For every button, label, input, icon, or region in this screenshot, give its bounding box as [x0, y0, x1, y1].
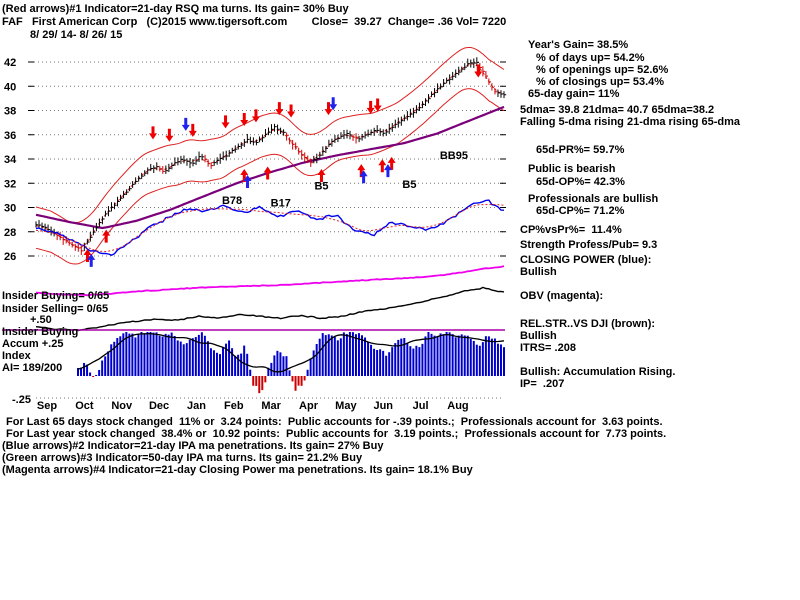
- prof-sentiment: Professionals are bullish: [528, 193, 659, 205]
- svg-text:B78: B78: [222, 195, 242, 207]
- date-range: 8/ 29/ 14- 8/ 26/ 15: [30, 29, 123, 41]
- stat-ip: IP= .207: [520, 378, 565, 390]
- footer-65day-summary: For Last 65 days stock changed 11% or 3.…: [6, 416, 663, 428]
- legend-indicator-1: (Red arrows)#1 Indicator=21-day RSQ ma t…: [2, 3, 349, 15]
- svg-text:30: 30: [4, 203, 16, 215]
- closing-power-label: CLOSING POWER (blue):: [520, 254, 652, 266]
- stock-header: FAF First American Corp (C)2015 www.tige…: [2, 16, 507, 28]
- svg-text:Apr: Apr: [299, 400, 319, 412]
- accum-state: Bullish: Accumulation Rising.: [520, 366, 676, 378]
- stat-days-up: % of days up= 54.2%: [536, 52, 645, 64]
- svg-text:BB95: BB95: [440, 150, 468, 162]
- chart-canvas: 42 40 38 36 34 32 30 28 26 B78 B17 B5 B5 BB95 Sep Oct No…: [2, 47, 507, 412]
- svg-text:Sep: Sep: [37, 400, 57, 412]
- stat-itrs: ITRS= .208: [520, 342, 576, 354]
- closing-power-state: Bullish: [520, 266, 557, 278]
- svg-text:Aug: Aug: [447, 400, 468, 412]
- svg-text:40: 40: [4, 81, 16, 93]
- stat-openings-up: % of openings up= 52.6%: [536, 64, 669, 76]
- accum-scale-plus50: +.50: [30, 314, 52, 326]
- stat-strength-ratio: Strength Profess/Pub= 9.3: [520, 239, 658, 251]
- stat-65d-op: 65d-OP%= 42.3%: [536, 176, 625, 188]
- stat-closings-up: % of closings up= 53.4%: [536, 76, 665, 88]
- svg-text:Oct: Oct: [75, 400, 94, 412]
- stat-dma-trend: Falling 5-dma rising 21-dma rising 65-dm…: [520, 116, 741, 128]
- stat-65d-pr: 65d-PR%= 59.7%: [536, 144, 625, 156]
- svg-text:Jul: Jul: [413, 400, 429, 412]
- public-sentiment: Public is bearish: [528, 163, 616, 175]
- svg-text:34: 34: [4, 154, 17, 166]
- svg-text:B17: B17: [271, 197, 291, 209]
- svg-text:Jan: Jan: [187, 400, 206, 412]
- svg-text:B5: B5: [402, 179, 416, 191]
- svg-text:42: 42: [4, 57, 16, 69]
- svg-text:28: 28: [4, 227, 16, 239]
- svg-text:36: 36: [4, 130, 16, 142]
- svg-text:Nov: Nov: [111, 400, 133, 412]
- insider-selling-count: Insider Selling= 0/65: [2, 303, 109, 315]
- svg-text:Jun: Jun: [373, 400, 393, 412]
- relstr-label: REL.STR..VS DJI (brown):: [520, 318, 656, 330]
- legend-indicator-4: (Magenta arrows)#4 Indicator=21-day Clos…: [2, 464, 473, 476]
- svg-text:32: 32: [4, 178, 16, 190]
- svg-text:Mar: Mar: [261, 400, 281, 412]
- accum-scale-minus25: -.25: [12, 394, 31, 406]
- svg-text:38: 38: [4, 106, 16, 118]
- svg-text:Feb: Feb: [224, 400, 244, 412]
- stat-65d-cp: 65d-CP%= 71.2%: [536, 205, 625, 217]
- svg-text:26: 26: [4, 251, 16, 263]
- svg-text:May: May: [335, 400, 357, 412]
- accum-label-line1: Insider Buying: [2, 326, 79, 338]
- obv-label: OBV (magenta):: [520, 290, 604, 302]
- stat-cp-vs-pr: CP%vsPr%= 11.4%: [520, 224, 622, 236]
- svg-text:B5: B5: [314, 180, 328, 192]
- ai-ratio: AI= 189/200: [2, 362, 63, 374]
- svg-text:Dec: Dec: [149, 400, 169, 412]
- relstr-state: Bullish: [520, 330, 557, 342]
- stat-65day-gain: 65-day gain= 11%: [528, 88, 620, 100]
- stat-dmas: 5dma= 39.8 21dma= 40.7 65dma=38.2: [520, 104, 715, 116]
- accum-label-line3: Index: [2, 350, 31, 362]
- insider-buying-count: Insider Buying= 0/65: [2, 290, 110, 302]
- accum-label-line2: Accum +.25: [2, 338, 64, 350]
- footer-year-summary: For Last year stock changed 38.4% or 10.…: [6, 428, 667, 440]
- legend-indicator-2: (Blue arrows)#2 Indicator=21-day IPA ma …: [2, 440, 384, 452]
- legend-indicator-3: (Green arrows)#3 Indicator=50-day IPA ma…: [2, 452, 363, 464]
- stat-years-gain: Year's Gain= 38.5%: [528, 39, 629, 51]
